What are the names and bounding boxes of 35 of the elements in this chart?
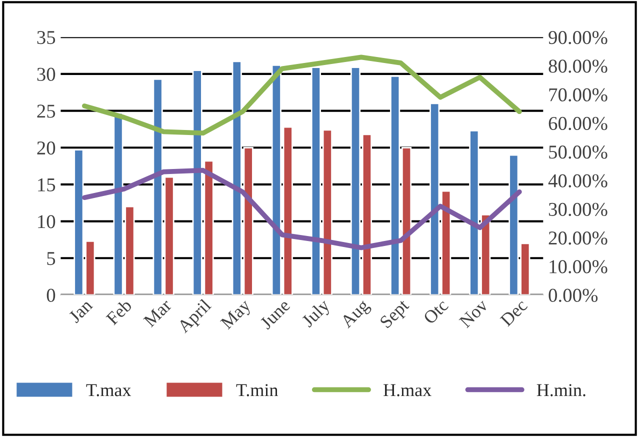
y-tick-label: 0	[46, 288, 56, 302]
y2-tick-label: 10.00%	[550, 260, 608, 274]
y-tick-label: 25	[37, 104, 56, 118]
x-tick-label: Otc	[422, 298, 449, 325]
line-series	[82, 168, 522, 250]
x-tick-label: July	[300, 298, 334, 330]
y2-tick-label: 60.00%	[548, 116, 608, 130]
x-tick-label: Feb	[105, 298, 132, 326]
y-tick-label: 5	[47, 252, 56, 266]
y2-tick-label: 90.00%	[548, 30, 608, 44]
legend-label: T.max	[86, 384, 132, 396]
legend-label: H.max	[384, 384, 432, 396]
legend-label: T.min	[236, 384, 278, 396]
line-series	[82, 54, 522, 136]
y-tick-label: 15	[38, 178, 56, 192]
x-tick-label: Aug	[340, 298, 373, 332]
x-tick-label: June	[260, 298, 291, 330]
y2-tick-label: 40.00%	[548, 174, 608, 188]
x-tick-label: Mar	[143, 298, 172, 328]
x-tick-label: Jan	[68, 298, 94, 324]
legend-label: H.min.	[536, 384, 586, 396]
x-tick-label: Sept	[379, 298, 412, 332]
x-tick-label: Dec	[500, 298, 528, 327]
y-tick-label: 20	[37, 141, 56, 155]
y2-tick-label: 50.00%	[549, 146, 608, 159]
y2-tick-label: 20.00%	[548, 231, 608, 245]
y-tick-label: 10	[38, 215, 56, 228]
y2-tick-label: 30.00%	[548, 202, 608, 216]
x-tick-label: May	[220, 298, 254, 332]
y-tick-label: 35	[37, 31, 56, 44]
y-tick-label: 30	[37, 68, 56, 81]
y2-tick-label: 80.00%	[548, 60, 608, 73]
y2-tick-label: 0.00%	[548, 288, 598, 302]
y2-tick-label: 70.00%	[549, 88, 608, 102]
x-tick-label: Nov	[458, 298, 489, 328]
